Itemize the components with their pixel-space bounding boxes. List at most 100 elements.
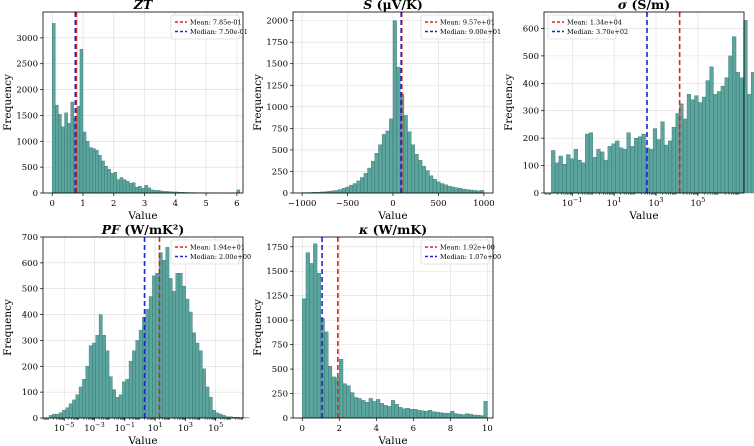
x-tick-label: 0 bbox=[50, 199, 55, 209]
histogram-bar bbox=[119, 177, 124, 194]
y-tick-label: 2000 bbox=[16, 86, 38, 96]
x-tick-label: 10−1 bbox=[115, 421, 135, 434]
histogram-bar bbox=[394, 404, 399, 419]
x-tick-label: 8 bbox=[448, 424, 453, 434]
chart-title: σ (S/m) bbox=[618, 0, 670, 12]
y-tick-label: 0 bbox=[283, 189, 288, 199]
histogram-bar bbox=[104, 165, 108, 194]
histogram-bar bbox=[573, 148, 578, 194]
y-tick-label: 0 bbox=[33, 189, 38, 199]
histogram-bar bbox=[457, 413, 462, 419]
histogram-bar bbox=[660, 121, 665, 194]
x-tick-label: 4 bbox=[173, 199, 178, 209]
histogram-bar bbox=[432, 179, 437, 194]
histogram-bar bbox=[75, 394, 80, 419]
histogram-bar bbox=[144, 185, 148, 194]
y-tick-label: 1000 bbox=[266, 103, 288, 113]
histogram-bar bbox=[668, 140, 673, 194]
histogram-bar bbox=[739, 77, 744, 194]
panel-pf: 0 100 200 300 400 500 600 700 10−5 10−3 10−1 101 103… bbox=[2, 222, 251, 446]
histogram-bar bbox=[79, 49, 84, 194]
histogram-bar bbox=[698, 102, 703, 194]
histogram-bar bbox=[132, 182, 136, 194]
y-tick-label: 1750 bbox=[266, 38, 288, 48]
histogram-bar bbox=[346, 385, 351, 419]
y-tick-label: 0 bbox=[534, 189, 539, 199]
histogram-bar bbox=[694, 95, 699, 194]
histogram-bar bbox=[592, 157, 597, 194]
axes-frame bbox=[42, 236, 244, 419]
histogram-bar bbox=[585, 133, 590, 194]
histogram-bar bbox=[724, 77, 729, 194]
histogram-bar bbox=[747, 94, 752, 194]
histogram-bar bbox=[596, 148, 601, 194]
histogram-bar bbox=[577, 159, 582, 194]
histogram-bar bbox=[360, 177, 365, 194]
histogram-bar bbox=[349, 185, 354, 194]
legend: Mean: 9.57e+01 Median: 9.00e+01 bbox=[420, 14, 501, 40]
histogram-bar bbox=[381, 134, 386, 194]
y-tick-label: 1500 bbox=[266, 267, 288, 277]
y-tick-label: 0 bbox=[283, 414, 288, 424]
x-tick-label: 103 bbox=[649, 196, 664, 209]
x-axis-label: Value bbox=[127, 435, 157, 446]
histogram-bar bbox=[607, 146, 612, 194]
histogram-bar bbox=[338, 189, 343, 194]
y-tick-label: 600 bbox=[22, 259, 38, 269]
histogram-bar bbox=[416, 409, 421, 419]
histogram-bar bbox=[147, 187, 151, 194]
histogram-bar bbox=[122, 179, 127, 194]
histogram-bar bbox=[316, 273, 321, 419]
y-tick-label: 100 bbox=[22, 388, 38, 398]
histogram-bar bbox=[465, 413, 470, 419]
histogram-bar bbox=[138, 329, 143, 419]
histogram-bar bbox=[611, 143, 616, 194]
histogram-bar bbox=[101, 160, 105, 194]
y-tick-label: 200 bbox=[523, 134, 539, 144]
histogram-bar bbox=[413, 409, 418, 419]
histogram-bar bbox=[309, 263, 314, 419]
y-tick-label: 500 bbox=[22, 163, 38, 173]
histogram-bar bbox=[112, 389, 116, 419]
histogram-bar bbox=[454, 187, 459, 194]
legend-mean-label: Mean: 1.94e+01 bbox=[190, 243, 245, 251]
y-tick-label: 3000 bbox=[16, 34, 38, 44]
histogram-bar bbox=[55, 104, 59, 194]
histogram-bar bbox=[236, 189, 241, 194]
histogram-bar bbox=[709, 66, 714, 194]
histogram-bar bbox=[649, 148, 654, 194]
histogram-bar bbox=[468, 413, 473, 419]
histogram-bar bbox=[476, 414, 481, 419]
histogram-bar bbox=[405, 408, 410, 419]
legend: Mean: 1.94e+01 Median: 2.00e+00 bbox=[170, 239, 251, 265]
x-tick-label: 0 bbox=[300, 424, 305, 434]
y-tick-label: 1250 bbox=[266, 81, 288, 91]
histogram-bar bbox=[61, 126, 65, 194]
histogram-bar bbox=[339, 359, 344, 419]
histogram-bar bbox=[182, 285, 186, 419]
histogram-bar bbox=[172, 291, 176, 419]
y-tick-label: 400 bbox=[523, 79, 539, 89]
histogram-bar bbox=[62, 410, 66, 419]
histogram-bar bbox=[424, 410, 429, 419]
y-axis-label: Frequency bbox=[2, 74, 14, 131]
y-tick-label: 750 bbox=[272, 124, 288, 134]
histogram-bar bbox=[483, 401, 488, 419]
histogram-bar bbox=[641, 133, 646, 194]
histogram-bar bbox=[717, 91, 722, 194]
histogram-bar bbox=[92, 342, 96, 419]
x-tick-label: 10−3 bbox=[84, 421, 104, 434]
histogram-bar bbox=[376, 399, 381, 419]
legend-median-label: Median: 1.07e+00 bbox=[440, 253, 501, 261]
histogram-bar bbox=[155, 273, 160, 419]
legend-mean-label: Mean: 9.57e+01 bbox=[440, 18, 495, 26]
histogram-bar bbox=[361, 400, 366, 419]
histogram-bar bbox=[465, 189, 470, 194]
histogram-bar bbox=[600, 151, 605, 194]
histogram-bar bbox=[72, 399, 76, 419]
axes-frame bbox=[42, 11, 244, 194]
histogram-bar bbox=[630, 146, 635, 194]
histogram-bar bbox=[208, 397, 213, 419]
histogram-bar bbox=[385, 130, 390, 194]
legend-median-label: Median: 3.70e+02 bbox=[567, 28, 628, 36]
